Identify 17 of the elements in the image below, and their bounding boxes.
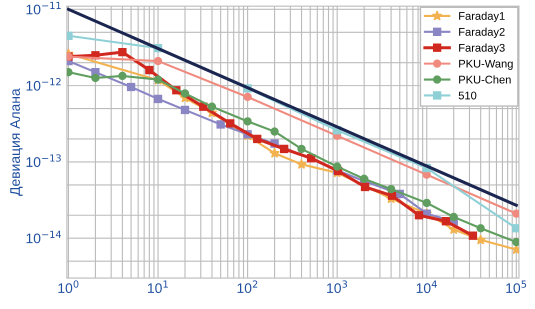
x-tick-label: 10$^{0}$ xyxy=(58,280,78,294)
legend-label: Faraday1 xyxy=(459,12,505,22)
y-tick-label: 10$^{−11}$ xyxy=(26,2,61,14)
legend-label: PKU-Wang xyxy=(459,60,513,70)
legend-label: Faraday3 xyxy=(459,44,505,54)
x-tick-label: 10$^{1}$ xyxy=(148,280,168,294)
y-tick-label: 10$^{−12}$ xyxy=(26,78,61,91)
legend-label: Faraday2 xyxy=(459,28,505,38)
legend-label: PKU-Chen xyxy=(459,75,511,84)
legend-label: 510 xyxy=(458,92,476,100)
y-tick-label: 10$^{−14}$ xyxy=(26,230,62,244)
x-tick-label: 10$^{3}$ xyxy=(327,280,348,294)
y-axis-title: Девиация Алана xyxy=(10,88,23,196)
x-tick-label: 10$^{5}$ xyxy=(506,280,526,294)
y-tick-label: 10$^{−13}$ xyxy=(26,154,61,167)
x-tick-label: 10$^{2}$ xyxy=(238,280,258,294)
x-tick-label: 10$^{4}$ xyxy=(416,280,437,294)
